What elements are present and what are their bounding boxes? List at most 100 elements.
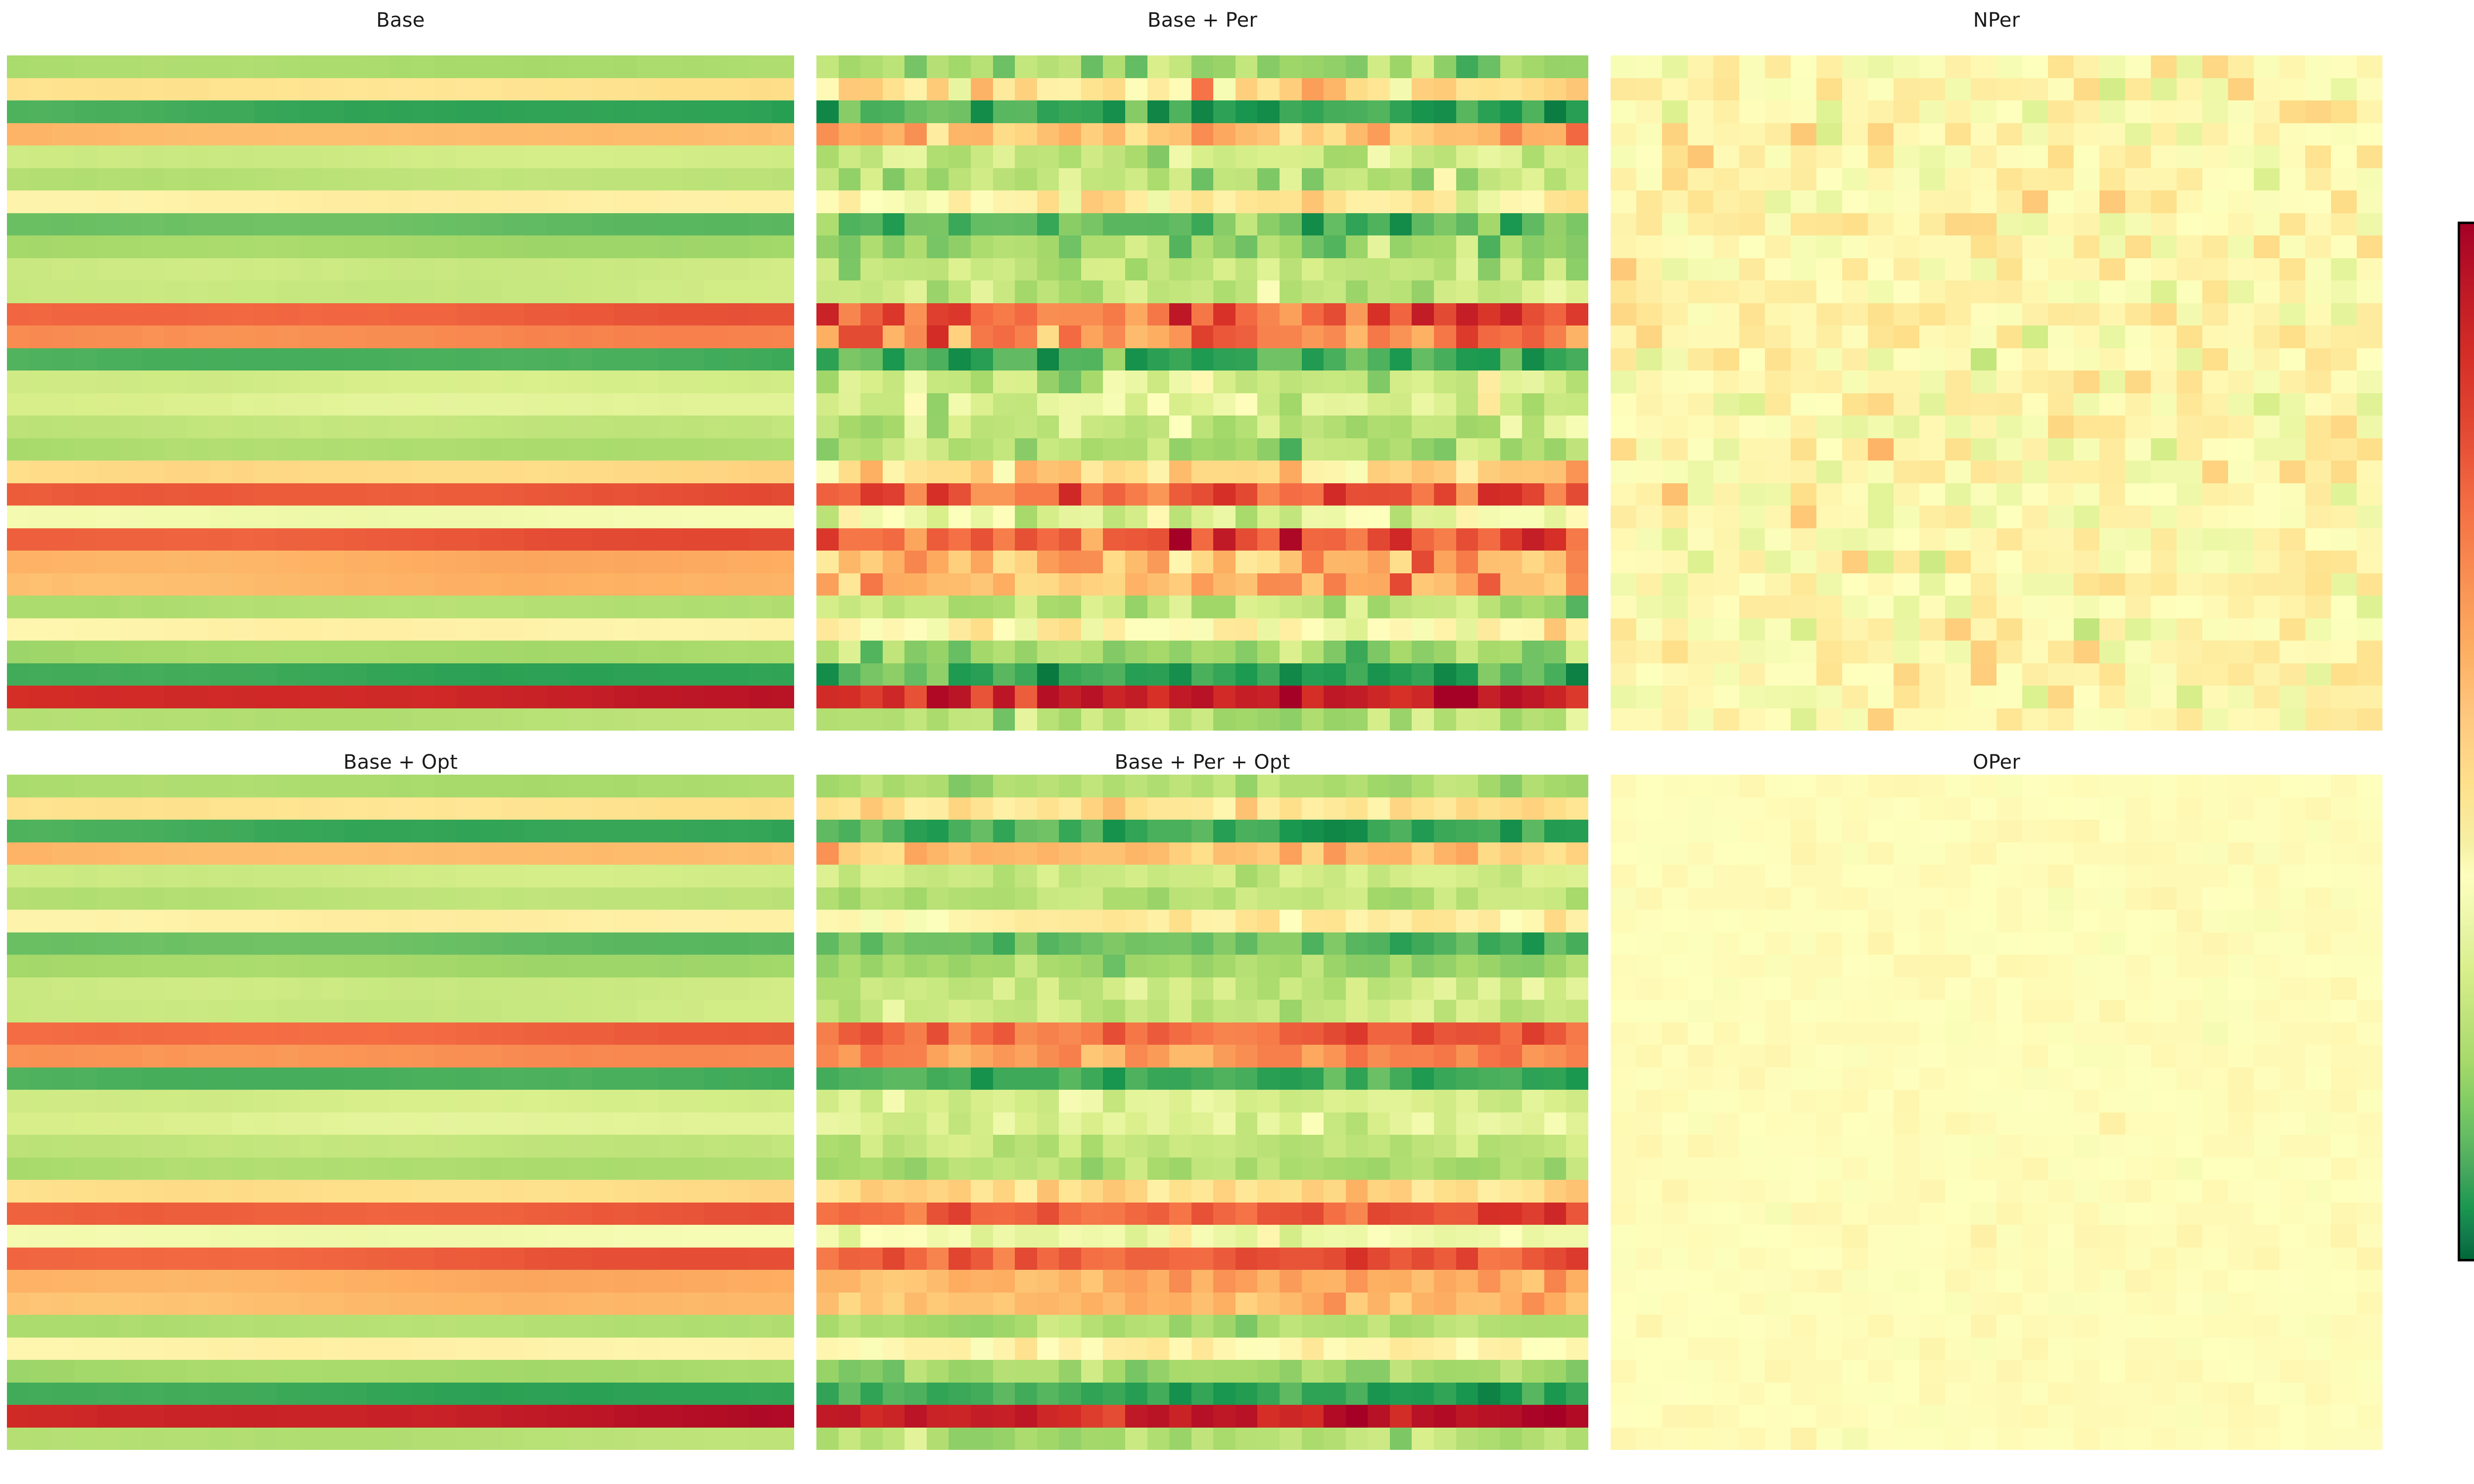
heatmap-cell [1169,235,1191,258]
heatmap-cell [119,1022,142,1045]
heatmap-cell [119,1180,142,1203]
heatmap-cell [412,483,434,506]
heatmap-cell [1213,393,1236,416]
heatmap-cell [1544,506,1567,528]
heatmap-cell [299,1090,322,1113]
heatmap-cell [2357,461,2382,483]
heatmap-cell [1235,1045,1258,1067]
heatmap-cell [546,1022,570,1045]
heatmap-cell [1456,1247,1478,1270]
heatmap-cell [209,483,232,506]
heatmap-cell [2357,506,2382,528]
heatmap-cell [659,596,682,618]
heatmap-cell [659,371,682,393]
heatmap-cell [1059,123,1081,145]
heatmap-cell [882,686,905,708]
heatmap-cell [2305,461,2331,483]
heatmap-cell [2357,303,2382,325]
heatmap-cell [1213,235,1236,258]
heatmap-cell [726,483,750,506]
heatmap-cell [1894,168,1919,190]
heatmap-cell [2280,168,2305,190]
heatmap-cell [1103,235,1125,258]
heatmap-cell [164,528,187,551]
heatmap-cell [1301,348,1324,371]
heatmap-cell [2254,641,2280,663]
heatmap-cell [704,618,727,641]
heatmap-cell [1015,528,1037,551]
heatmap-cell [1169,438,1191,461]
heatmap-cell [524,168,547,190]
heatmap-cell [1412,325,1434,348]
heatmap-cell [1816,190,1842,213]
heatmap-cell [2074,371,2099,393]
heatmap-cell [187,1225,210,1248]
heatmap-cell [1037,55,1059,78]
heatmap-cell [1544,168,1567,190]
heatmap-cell [771,641,794,663]
heatmap-cell [838,1180,861,1203]
heatmap-cell [749,708,772,731]
heatmap-cell [860,303,883,325]
heatmap-cell [164,168,187,190]
heatmap-cell [838,1360,861,1383]
heatmap-cell [232,348,255,371]
heatmap-cell [1037,78,1059,100]
heatmap-cell [1037,1067,1059,1090]
heatmap-cell [726,842,750,865]
heatmap-cell [1015,1135,1037,1158]
heatmap-cell [1324,1022,1346,1045]
heatmap-cell [96,461,120,483]
heatmap-cell [7,55,30,78]
heatmap-cell [1816,641,1842,663]
heatmap-cell [1544,618,1567,641]
heatmap-cell [1147,1090,1170,1113]
heatmap-cell [2048,506,2074,528]
heatmap-cell [1566,528,1588,551]
heatmap-cell [926,506,949,528]
heatmap-cell [882,258,905,280]
heatmap-cell [1500,1270,1522,1293]
heatmap-cell [389,1112,412,1135]
heatmap-cell [1544,325,1567,348]
heatmap-cell [1816,461,1842,483]
heatmap-cell [1997,190,2022,213]
heatmap-cell [636,1225,660,1248]
heatmap-cell [322,1405,344,1428]
heatmap-cell [2228,416,2254,438]
heatmap-cell [704,483,727,506]
heatmap-cell [681,1247,705,1270]
heatmap-cell [1688,551,1713,573]
heatmap-cell [1611,371,1636,393]
heatmap-cell [2125,235,2151,258]
heatmap-cell [1081,1045,1103,1067]
heatmap-cell [96,1225,120,1248]
heatmap-cell [209,1405,232,1428]
heatmap-cell [277,461,299,483]
heatmap-cell [1919,213,1945,235]
heatmap-cell [29,280,52,303]
heatmap-cell [771,887,794,910]
heatmap-cell [96,258,120,280]
heatmap-cell [1566,910,1588,932]
heatmap-cell [2151,551,2177,573]
heatmap-cell [1345,280,1368,303]
heatmap-cell [1037,438,1059,461]
heatmap-cell [1434,78,1456,100]
heatmap-cell [232,123,255,145]
heatmap-cell [51,393,75,416]
heatmap-cell [1059,641,1081,663]
heatmap-cell [1015,641,1037,663]
heatmap-cell [1544,1045,1567,1067]
heatmap-cell [2177,663,2202,686]
heatmap-cell [2228,506,2254,528]
heatmap-cell [2048,528,2074,551]
heatmap-cell [1919,551,1945,573]
heatmap-cell [1971,280,1997,303]
heatmap-cell [1015,168,1037,190]
heatmap-cell [164,1000,187,1022]
heatmap-cell [1434,797,1456,820]
heatmap-cell [187,797,210,820]
heatmap-cell [96,955,120,977]
heatmap-cell [367,551,389,573]
